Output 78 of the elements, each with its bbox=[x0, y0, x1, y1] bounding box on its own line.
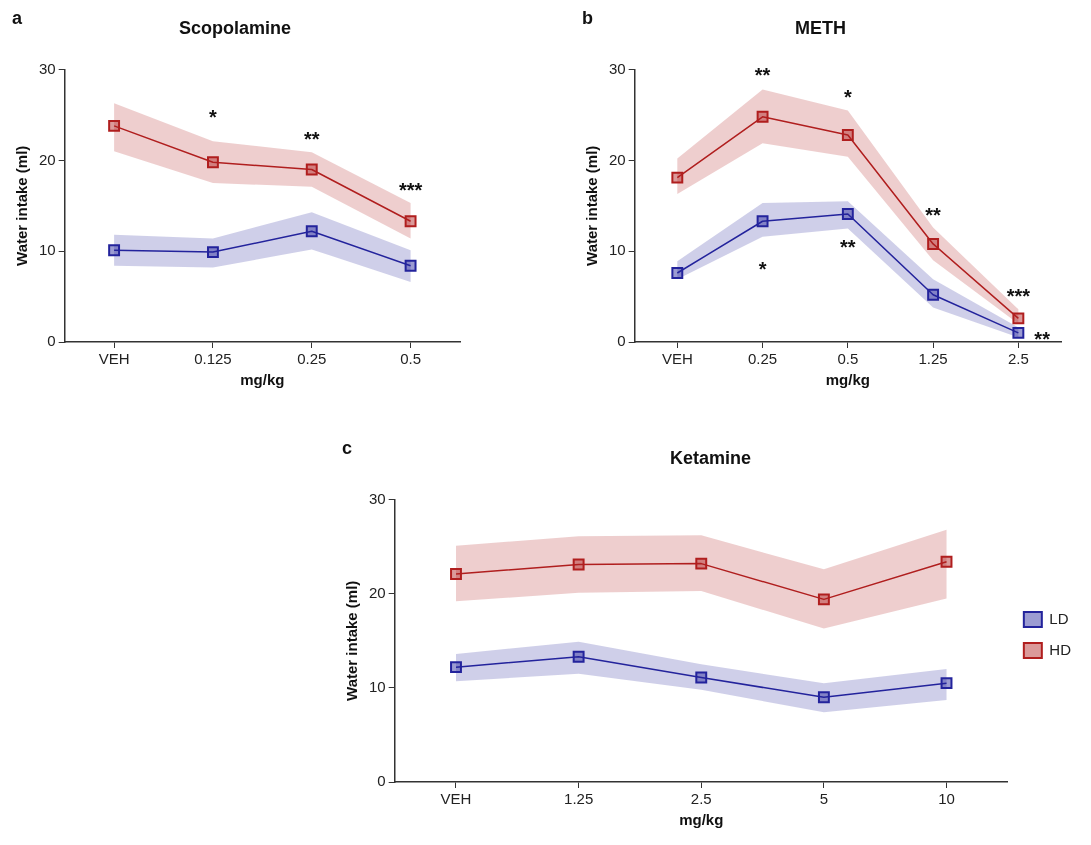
x-tick-label: 0.25 bbox=[297, 350, 327, 368]
chart-title: METH bbox=[795, 17, 846, 38]
point bbox=[671, 267, 684, 279]
y-tick-label: 0 bbox=[47, 332, 56, 350]
x-axis-title: mg/kg bbox=[240, 371, 285, 389]
y-tick-label: 0 bbox=[377, 772, 386, 790]
chart-title: Scopolamine bbox=[178, 17, 292, 38]
y-tick-label: 20 bbox=[609, 150, 626, 168]
point bbox=[206, 246, 219, 259]
annotation: ** bbox=[754, 64, 771, 87]
point bbox=[927, 288, 940, 301]
y-tick-label: 30 bbox=[609, 59, 626, 77]
x-tick-label: 1.25 bbox=[918, 350, 948, 368]
x-axis-title: mg/kg bbox=[679, 811, 724, 829]
point bbox=[841, 129, 854, 141]
point bbox=[450, 568, 462, 580]
point bbox=[572, 558, 585, 571]
annotation: ** bbox=[1034, 327, 1050, 350]
point bbox=[404, 215, 417, 228]
point bbox=[695, 557, 708, 570]
point bbox=[671, 171, 684, 184]
point bbox=[305, 163, 318, 176]
annotation: * bbox=[843, 86, 852, 109]
annotation: * bbox=[758, 257, 767, 280]
point bbox=[841, 208, 854, 220]
x-tick-label: 0.25 bbox=[747, 350, 778, 368]
point bbox=[305, 225, 318, 238]
x-tick-label: 0.125 bbox=[194, 350, 232, 368]
point bbox=[940, 555, 953, 568]
text: c bbox=[342, 438, 353, 459]
y-tick-label: 30 bbox=[39, 59, 56, 77]
point bbox=[572, 650, 585, 663]
annotation: ** bbox=[840, 235, 856, 258]
x-tick-label: VEH bbox=[98, 350, 130, 368]
annotation: ** bbox=[303, 128, 320, 151]
y-axis-title: Water intake (ml) bbox=[13, 145, 31, 266]
text: a bbox=[12, 8, 23, 29]
x-tick-label: 5 bbox=[819, 790, 829, 808]
y-axis-title: Water intake (ml) bbox=[343, 580, 361, 701]
x-tick-label: 1.25 bbox=[564, 790, 594, 808]
point bbox=[1012, 326, 1025, 339]
y-tick-label: 20 bbox=[369, 583, 386, 601]
point bbox=[695, 671, 708, 684]
point bbox=[108, 244, 121, 257]
x-tick-label: 2.5 bbox=[690, 790, 712, 808]
y-tick-label: 30 bbox=[369, 489, 386, 507]
point bbox=[756, 215, 769, 228]
legend-label: LD bbox=[1049, 609, 1069, 627]
point bbox=[756, 110, 769, 123]
point bbox=[404, 259, 417, 272]
y-axis-title: Water intake (ml) bbox=[583, 145, 601, 266]
y-tick-label: 20 bbox=[39, 150, 56, 168]
x-tick-label: 10 bbox=[938, 790, 955, 808]
point bbox=[817, 691, 830, 704]
point bbox=[817, 593, 830, 606]
text: b bbox=[582, 8, 593, 29]
y-tick-label: 0 bbox=[617, 332, 626, 350]
chart-title: Ketamine bbox=[669, 447, 752, 468]
x-tick-label: 0.5 bbox=[837, 350, 859, 368]
point bbox=[450, 661, 462, 674]
annotation: *** bbox=[1006, 285, 1031, 308]
y-tick-label: 10 bbox=[39, 241, 56, 259]
point bbox=[927, 237, 940, 250]
y-tick-label: 10 bbox=[609, 241, 626, 259]
x-tick-label: VEH bbox=[661, 350, 693, 368]
annotation: *** bbox=[398, 179, 423, 202]
x-tick-label: VEH bbox=[440, 790, 472, 808]
point bbox=[1012, 312, 1025, 325]
point bbox=[206, 156, 219, 169]
annotation: * bbox=[209, 106, 217, 129]
point bbox=[108, 119, 121, 132]
x-tick-label: 0.5 bbox=[400, 350, 422, 368]
y-tick-label: 10 bbox=[369, 678, 386, 696]
legend-label: HD bbox=[1049, 640, 1072, 658]
point bbox=[940, 677, 953, 690]
annotation: ** bbox=[925, 203, 941, 226]
x-axis-title: mg/kg bbox=[825, 371, 870, 389]
x-tick-label: 2.5 bbox=[1007, 350, 1029, 368]
